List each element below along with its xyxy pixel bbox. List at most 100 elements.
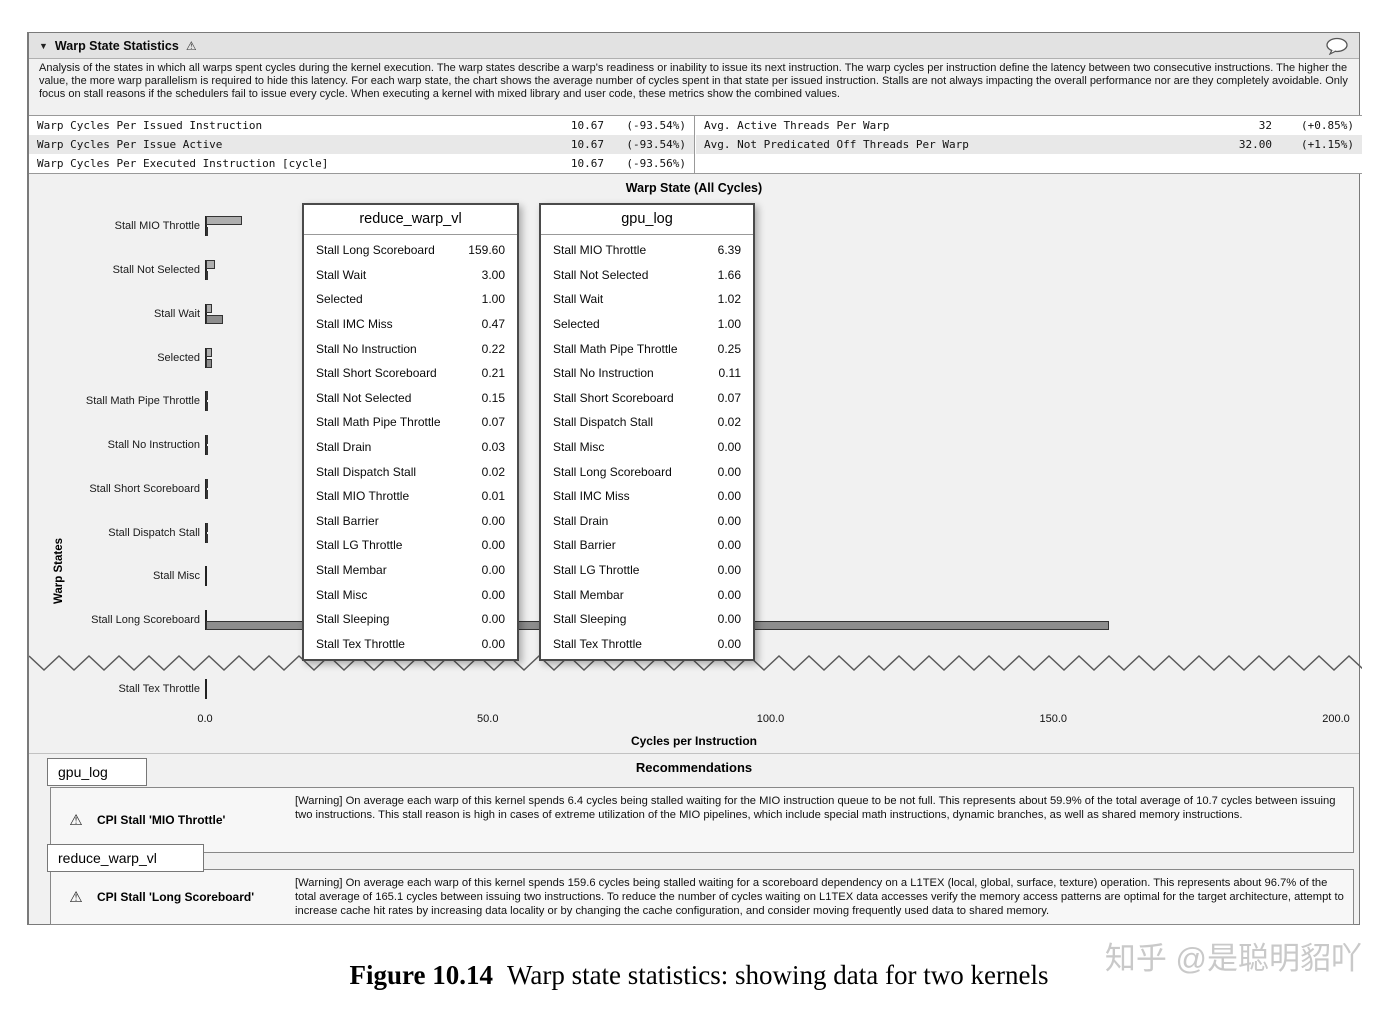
tooltip-row-value: 1.66 <box>717 267 741 282</box>
axis-tick <box>205 479 207 499</box>
warning-icon: ⚠ <box>185 38 197 53</box>
tooltip-row-label: Stall LG Throttle <box>553 563 640 578</box>
tooltip-row-label: Selected <box>316 292 363 307</box>
category-label: Stall Short Scoreboard <box>89 483 200 495</box>
tooltip-row: Stall Not Selected 1.66 <box>541 263 753 288</box>
tooltip-row-label: Stall Dispatch Stall <box>553 415 654 430</box>
bar-reduce_warp_vl[interactable] <box>206 359 212 368</box>
metric-label: Warp Cycles Per Executed Instruction [cy… <box>37 157 329 170</box>
x-axis-tick-label: 100.0 <box>756 713 785 725</box>
tooltip-body: Stall Long Scoreboard 159.60 Stall Wait 3.0… <box>304 235 517 659</box>
tooltip-row-value: 0.00 <box>481 513 505 528</box>
metric-row: Warp Cycles Per Executed Instruction [cy… <box>29 154 694 173</box>
tooltip-row: Stall Short Scoreboard 0.07 <box>541 386 753 411</box>
bar-gpu_log[interactable] <box>206 391 208 400</box>
bar-reduce_warp_vl[interactable] <box>206 402 208 411</box>
bar-reduce_warp_vl[interactable] <box>206 315 223 324</box>
section-header[interactable]: ▼ Warp State Statistics ⚠ <box>29 33 1359 59</box>
kernel-tab-reduce-warp-vl[interactable]: reduce_warp_vl <box>47 844 204 872</box>
tooltip-row-label: Stall Barrier <box>316 513 379 528</box>
tooltip-row: Stall Dispatch Stall 0.02 <box>541 410 753 435</box>
tooltip-row: Stall Short Scoreboard 0.21 <box>304 361 517 386</box>
tooltip-row-value: 0.21 <box>481 366 505 381</box>
tooltip-row-label: Stall LG Throttle <box>316 538 403 553</box>
tooltip-row: Stall MIO Throttle 6.39 <box>541 238 753 263</box>
tooltip-row: Stall Membar 0.00 <box>541 582 753 607</box>
tooltip-row-label: Stall Sleeping <box>553 612 627 627</box>
recommendation-rule: CPI Stall 'MIO Throttle' <box>97 813 226 827</box>
tooltip-row-value: 0.00 <box>717 587 741 602</box>
x-axis-tick-label: 50.0 <box>477 713 499 725</box>
tooltip-row-value: 159.60 <box>468 243 505 258</box>
bar-gpu_log[interactable] <box>206 304 212 313</box>
tooltip-row-label: Stall Tex Throttle <box>316 636 405 651</box>
tooltip-row-label: Stall Sleeping <box>316 612 390 627</box>
tooltip-row: Stall Sleeping 0.00 <box>304 607 517 632</box>
tooltip-row: Stall Tex Throttle 0.00 <box>304 632 517 657</box>
bar-reduce_warp_vl[interactable] <box>206 490 208 499</box>
tooltip-row-value: 0.02 <box>717 415 741 430</box>
tooltip-title: gpu_log <box>541 205 753 235</box>
tooltip-row-value: 0.00 <box>717 636 741 651</box>
bar-gpu_log[interactable] <box>206 523 208 532</box>
section-title: Warp State Statistics <box>54 38 179 53</box>
tooltip-row: Stall Wait 1.02 <box>541 287 753 312</box>
warning-icon: ⚠ <box>69 812 83 829</box>
bar-gpu_log[interactable] <box>206 260 216 269</box>
tooltip-title: reduce_warp_vl <box>304 205 517 235</box>
bar-gpu_log[interactable] <box>206 479 208 488</box>
tooltip-row-label: Stall IMC Miss <box>316 317 393 332</box>
tooltip-row-label: Stall Math Pipe Throttle <box>316 415 441 430</box>
tooltip-row-value: 0.00 <box>481 636 505 651</box>
tooltip-row: Stall Misc 0.00 <box>541 435 753 460</box>
axis-tick <box>205 566 207 586</box>
kernel-tab-gpu-log[interactable]: gpu_log <box>47 758 147 786</box>
tooltip-row-value: 3.00 <box>481 267 505 282</box>
metric-row: Avg. Active Threads Per Warp 32 (+0.85%) <box>696 116 1362 135</box>
metric-value: 32.00 <box>1238 138 1272 151</box>
tooltip-row-value: 1.00 <box>717 317 741 332</box>
tooltip-row: Stall No Instruction 0.22 <box>304 336 517 361</box>
recommendation-rule: CPI Stall 'Long Scoreboard' <box>97 890 255 904</box>
bar-reduce_warp_vl[interactable] <box>206 227 208 236</box>
metric-row: Warp Cycles Per Issued Instruction 10.67 (… <box>29 116 694 135</box>
comment-icon[interactable] <box>1325 37 1349 55</box>
tooltip-row: Selected 1.00 <box>304 287 517 312</box>
tooltip-row-value: 1.02 <box>717 292 741 307</box>
bar-reduce_warp_vl[interactable] <box>206 446 208 455</box>
tooltip-row-label: Stall Drain <box>316 440 372 455</box>
tooltip-row-value: 0.00 <box>481 612 505 627</box>
tooltip-row-label: Stall MIO Throttle <box>553 243 647 258</box>
tooltip-row: Stall Drain 0.03 <box>304 435 517 460</box>
metric-value: 10.67 <box>570 119 604 132</box>
tooltip-row: Stall IMC Miss 0.47 <box>304 312 517 337</box>
bar-gpu_log[interactable] <box>206 216 243 225</box>
comment-bubble-icon <box>1326 37 1348 55</box>
tooltip-row-value: 0.00 <box>481 587 505 602</box>
tooltip-row-value: 6.39 <box>717 243 741 258</box>
tooltip-row-label: Stall Math Pipe Throttle <box>553 341 678 356</box>
axis-break-zigzag <box>29 654 1362 672</box>
tooltip-row-label: Stall Short Scoreboard <box>553 390 674 405</box>
tooltip-row-value: 0.00 <box>717 538 741 553</box>
tooltip-row-value: 0.11 <box>718 366 741 381</box>
figure-caption: Figure 10.14 Warp state statistics: showi… <box>0 960 1398 991</box>
category-label: Stall MIO Throttle <box>114 220 200 232</box>
tooltip-row-label: Stall Long Scoreboard <box>553 464 672 479</box>
bar-gpu_log[interactable] <box>206 348 212 357</box>
metric-label: Warp Cycles Per Issued Instruction <box>37 119 263 132</box>
tooltip-gpu-log: gpu_log Stall MIO Throttle 6.39 Stall Not … <box>539 203 755 661</box>
axis-tick <box>205 216 207 236</box>
tooltip-row-value: 0.03 <box>481 440 505 455</box>
collapse-arrow-icon[interactable]: ▼ <box>39 40 48 51</box>
tooltip-row: Stall Math Pipe Throttle 0.07 <box>304 410 517 435</box>
bar-gpu_log[interactable] <box>206 435 208 444</box>
metric-row: Warp Cycles Per Issue Active 10.67 (-93.54… <box>29 135 694 154</box>
warning-icon: ⚠ <box>69 889 83 906</box>
tooltip-row-label: Stall Tex Throttle <box>553 636 642 651</box>
bar-reduce_warp_vl[interactable] <box>206 271 208 280</box>
bar-reduce_warp_vl[interactable] <box>206 534 208 543</box>
tooltip-row: Stall Math Pipe Throttle 0.25 <box>541 336 753 361</box>
tooltip-row-value: 0.00 <box>717 513 741 528</box>
